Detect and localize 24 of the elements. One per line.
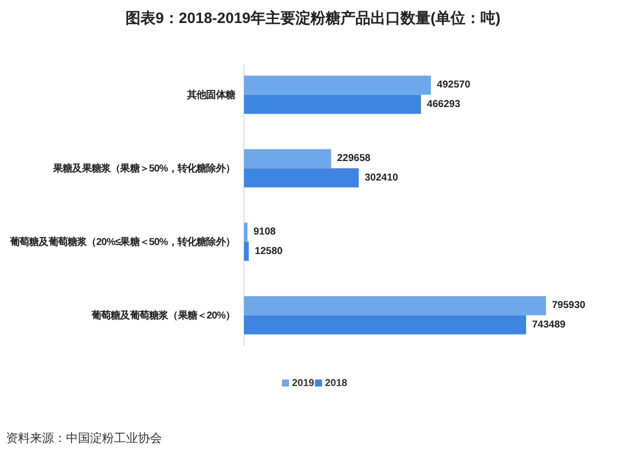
data-label: 229658: [337, 153, 371, 164]
bar: [244, 315, 526, 334]
data-label: 302410: [364, 172, 399, 184]
bar: [244, 94, 421, 114]
bar: [244, 222, 248, 242]
y-tick-label: 果糖及果糖浆（果糖＞50%，转化糖除外）: [52, 162, 235, 174]
bar: [244, 242, 249, 261]
chart-title: 图表9：2018-2019年主要淀粉糖产品出口数量(单位：吨): [125, 9, 501, 27]
y-tick-label: 葡萄糖及葡萄糖浆（20%≤果糖＜50%，转化糖除外）: [8, 235, 235, 248]
y-tick-label: 其他固体糖: [186, 88, 236, 100]
data-label: 466293: [426, 98, 461, 110]
text: 资料来源：中国淀粉工业协会: [6, 431, 162, 445]
legend-label: 2019: [292, 378, 315, 388]
bar: [244, 168, 359, 188]
data-label: 795930: [552, 300, 586, 312]
y-tick-label: 葡萄糖及葡萄糖浆（果糖＜20%）: [90, 308, 235, 321]
legend-label: 2018: [325, 378, 348, 388]
data-label: 492570: [436, 80, 471, 91]
bar: [244, 296, 546, 316]
bar: [244, 149, 332, 168]
data-label: 9108: [253, 226, 276, 238]
bar: [244, 76, 431, 95]
data-label: 743489: [532, 319, 566, 330]
data-label: 12580: [254, 246, 284, 257]
